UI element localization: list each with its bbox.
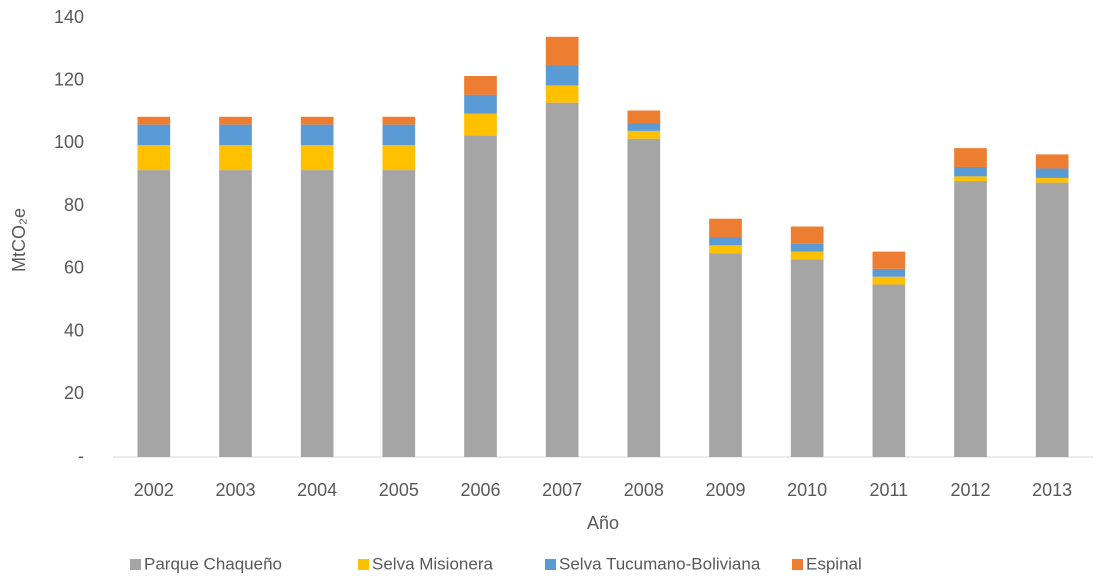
legend-swatch <box>358 559 369 570</box>
legend-label: Espinal <box>806 554 862 573</box>
bar-segment <box>545 85 579 103</box>
x-tick-label: 2004 <box>297 480 337 500</box>
bar-segment <box>137 170 171 457</box>
legend-label: Selva Tucumano-Boliviana <box>559 554 761 573</box>
x-tick-label: 2006 <box>460 480 500 500</box>
bar-segment <box>1035 177 1069 183</box>
y-tick-label: 40 <box>64 320 84 340</box>
bar-segment <box>954 176 987 182</box>
x-tick-label: 2010 <box>787 480 827 500</box>
bar-segment <box>627 138 661 457</box>
y-tick-label: 140 <box>54 7 84 27</box>
bar-segment <box>709 253 742 457</box>
bar-segment <box>219 124 252 145</box>
x-tick-label: 2007 <box>542 480 582 500</box>
bar-segment <box>464 113 497 136</box>
bar-segment <box>545 36 579 66</box>
bar-segment <box>954 181 987 458</box>
bar-segment <box>382 124 416 145</box>
bar-segment <box>464 135 497 457</box>
bar-segment <box>872 276 906 285</box>
legend-label: Parque Chaqueño <box>144 554 282 573</box>
bar-segment <box>709 245 742 254</box>
bar-segment <box>300 144 334 171</box>
bar-segment <box>790 251 824 260</box>
y-tick-label: - <box>78 446 84 466</box>
y-tick-label: 120 <box>54 69 84 89</box>
legend-label: Selva Misionera <box>372 554 493 573</box>
bar-segment <box>627 123 661 131</box>
legend-swatch <box>545 559 556 570</box>
bar-segment <box>954 148 987 167</box>
x-tick-label: 2008 <box>624 480 664 500</box>
y-tick-label: 20 <box>64 383 84 403</box>
bar-segment <box>872 268 906 277</box>
bar-segment <box>300 116 334 125</box>
y-tick-label: 60 <box>64 258 84 278</box>
bar-segment <box>872 284 906 457</box>
bar-segment <box>137 116 171 125</box>
bar-segment <box>790 226 824 244</box>
y-tick-label: 80 <box>64 195 84 215</box>
bar-segment <box>545 65 579 86</box>
x-tick-label: 2005 <box>379 480 419 500</box>
bar-segment <box>464 76 497 95</box>
bar-segment <box>1035 168 1069 178</box>
bar-segment <box>382 170 416 457</box>
bar-segment <box>709 237 742 246</box>
x-tick-label: 2011 <box>869 480 908 500</box>
bar-segment <box>219 144 252 171</box>
bar-segment <box>464 94 497 114</box>
bar-segment <box>872 251 906 269</box>
bar-segment <box>382 144 416 171</box>
bar-segment <box>300 170 334 457</box>
x-axis-title: Año <box>587 513 619 533</box>
x-tick-label: 2003 <box>215 480 255 500</box>
bar-segment <box>790 259 824 457</box>
bar-segment <box>790 243 824 252</box>
bar-segment <box>1035 182 1069 457</box>
legend-swatch <box>792 559 803 570</box>
x-tick-label: 2013 <box>1032 480 1072 500</box>
bar-segment <box>954 166 987 177</box>
x-tick-label: 2002 <box>134 480 174 500</box>
bar-segment <box>382 116 416 125</box>
bar-segment <box>627 130 661 139</box>
legend-swatch <box>130 559 141 570</box>
bar-segment <box>219 116 252 125</box>
bar-segment <box>137 124 171 145</box>
x-tick-label: 2012 <box>950 480 990 500</box>
y-tick-label: 100 <box>54 132 84 152</box>
x-tick-label: 2009 <box>705 480 745 500</box>
y-axis-title: MtCO₂e <box>9 208 29 272</box>
bar-segment <box>219 170 252 457</box>
bar-segment <box>545 102 579 458</box>
bar-segment <box>627 110 661 124</box>
bar-segment <box>1035 154 1069 169</box>
bar-segment <box>137 144 171 171</box>
bar-segment <box>300 124 334 145</box>
bar-segment <box>709 218 742 238</box>
